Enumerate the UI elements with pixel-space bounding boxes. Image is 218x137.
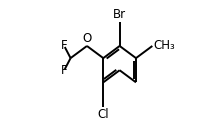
- Text: F: F: [61, 64, 68, 77]
- Text: Cl: Cl: [97, 108, 109, 121]
- Text: Br: Br: [113, 8, 126, 21]
- Text: F: F: [61, 39, 68, 52]
- Text: O: O: [82, 32, 92, 45]
- Text: CH₃: CH₃: [153, 39, 175, 52]
